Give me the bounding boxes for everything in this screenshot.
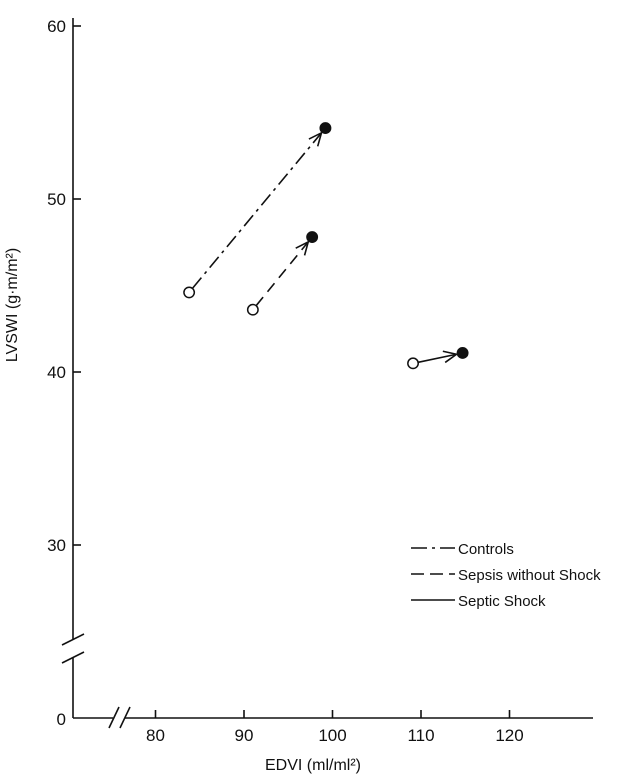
series-3 [407,347,469,370]
x-tick-label: 120 [495,726,523,745]
x-tick-label: 100 [318,726,346,745]
axes [61,18,593,729]
y-tick-label: 0 [57,710,66,729]
point-after [456,347,469,359]
x-tick-label: 80 [146,726,165,745]
arrowhead [295,240,310,256]
y-axis-title: LVSWI (g·m/m²) [4,248,21,362]
arrowhead [442,350,459,364]
x-axis-break-mark-left [108,706,120,729]
series-line [255,241,309,307]
x-axis-title: EDVI (ml/ml²) [265,757,361,774]
y-axis-break-mark-lower [61,651,85,664]
series-line [191,132,323,289]
point-after [319,122,332,135]
ticks: 30 40 50 60 0 80 90 100 110 120 [47,17,524,745]
y-axis-break-mark-upper [61,633,85,646]
point-before [183,286,196,299]
x-tick-label: 110 [407,726,434,745]
y-tick-label: 60 [47,17,66,36]
series-1 [183,122,332,299]
legend-label: Sepsis without Shock [458,567,601,584]
series-layer [183,122,469,370]
x-tick-label: 90 [235,726,254,745]
legend-label: Septic Shock [458,593,546,610]
legend-label: Controls [458,541,514,558]
arrowhead [308,131,323,147]
y-tick-label: 30 [47,536,66,555]
y-tick-label: 50 [47,190,66,209]
point-before [246,303,259,316]
legend: Controls Sepsis without Shock Septic Shock [411,541,601,610]
x-axis-break-mark-right [119,706,131,729]
point-before [407,357,419,370]
series-2 [246,231,319,316]
series-line [417,353,457,364]
y-tick-label: 40 [47,363,66,382]
point-after [306,231,319,244]
